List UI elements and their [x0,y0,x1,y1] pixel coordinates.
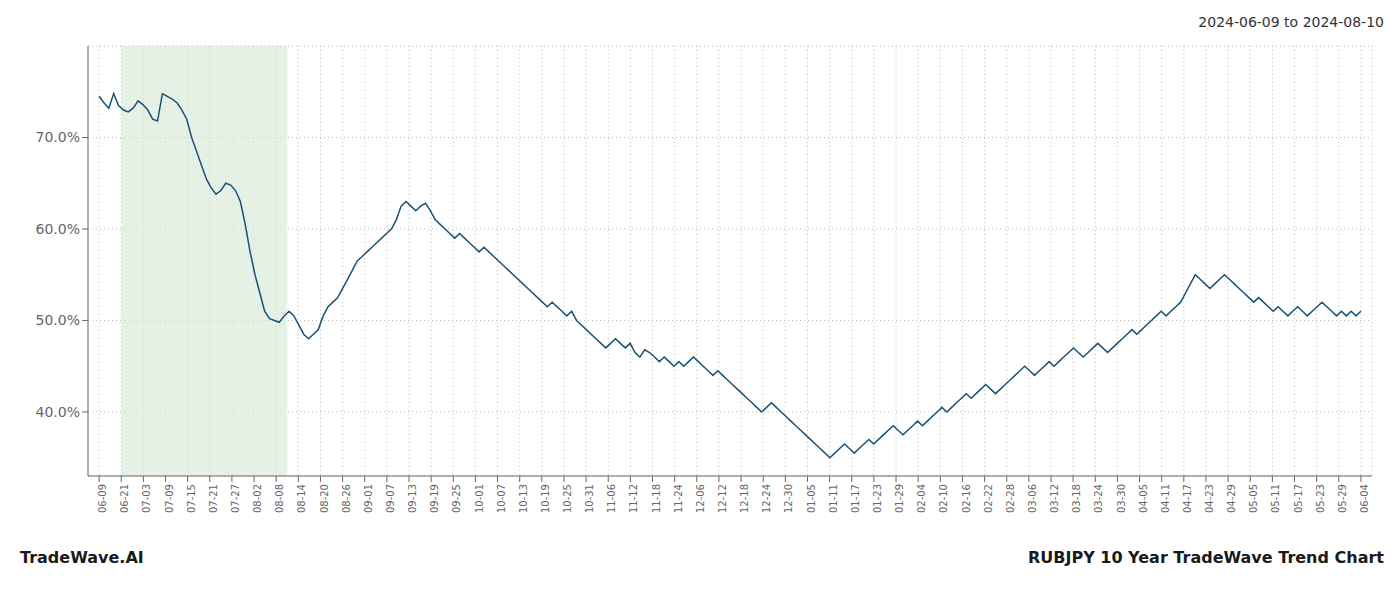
html-text:TradeWave.AI: TradeWave.AI [20,548,144,567]
svg-text:11-06: 11-06 [606,484,617,513]
svg-text:08-02: 08-02 [252,484,263,513]
svg-text:01-11: 01-11 [828,484,839,513]
svg-text:01-29: 01-29 [894,484,905,513]
svg-text:10-13: 10-13 [518,484,529,513]
svg-text:07-09: 07-09 [164,484,175,513]
svg-text:08-08: 08-08 [274,484,285,513]
svg-text:09-01: 09-01 [363,484,374,513]
svg-text:05-23: 05-23 [1315,484,1326,513]
svg-text:05-29: 05-29 [1337,484,1348,513]
svg-text:03-24: 03-24 [1093,484,1104,513]
svg-text:60.0%: 60.0% [36,221,80,237]
svg-text:09-13: 09-13 [407,484,418,513]
svg-text:09-25: 09-25 [451,484,462,513]
svg-text:03-30: 03-30 [1116,484,1127,513]
svg-text:01-23: 01-23 [872,484,883,513]
svg-text:04-29: 04-29 [1226,484,1237,513]
svg-text:12-18: 12-18 [739,484,750,513]
svg-text:12-24: 12-24 [761,484,772,513]
html-text:2024-06-09 to 2024-08-10: 2024-06-09 to 2024-08-10 [1198,14,1384,30]
svg-text:10-07: 10-07 [496,484,507,513]
svg-text:50.0%: 50.0% [36,312,80,328]
svg-text:02-22: 02-22 [983,484,994,513]
svg-text:12-30: 12-30 [783,484,794,513]
svg-text:09-07: 09-07 [385,484,396,513]
svg-text:04-23: 04-23 [1204,484,1215,513]
svg-text:05-17: 05-17 [1293,484,1304,513]
svg-text:04-11: 04-11 [1160,484,1171,513]
svg-text:08-20: 08-20 [319,484,330,513]
svg-text:12-06: 12-06 [695,484,706,513]
svg-text:10-31: 10-31 [584,484,595,513]
svg-text:07-15: 07-15 [186,484,197,513]
svg-text:03-06: 03-06 [1027,484,1038,513]
svg-text:03-12: 03-12 [1049,484,1060,513]
svg-text:02-10: 02-10 [938,484,949,513]
svg-text:02-16: 02-16 [961,484,972,513]
svg-text:04-17: 04-17 [1182,484,1193,513]
svg-text:08-14: 08-14 [296,484,307,513]
svg-text:05-11: 05-11 [1270,484,1281,513]
svg-text:07-27: 07-27 [230,484,241,513]
svg-text:07-21: 07-21 [208,484,219,513]
svg-text:01-17: 01-17 [850,484,861,513]
svg-text:10-25: 10-25 [562,484,573,513]
svg-text:02-04: 02-04 [916,484,927,513]
svg-text:01-05: 01-05 [806,484,817,513]
svg-text:10-01: 10-01 [474,484,485,513]
svg-text:10-19: 10-19 [540,484,551,513]
svg-text:40.0%: 40.0% [36,404,80,420]
svg-text:08-26: 08-26 [341,484,352,513]
svg-text:06-21: 06-21 [119,484,130,513]
svg-text:02-28: 02-28 [1005,484,1016,513]
svg-text:11-12: 11-12 [628,484,639,513]
svg-text:06-09: 06-09 [97,484,108,513]
svg-text:05-05: 05-05 [1248,484,1259,513]
html-text:RUBJPY 10 Year TradeWave Trend: RUBJPY 10 Year TradeWave Trend Chart [1027,548,1384,567]
svg-text:11-24: 11-24 [673,484,684,513]
svg-text:04-05: 04-05 [1138,484,1149,513]
svg-text:11-18: 11-18 [651,484,662,513]
svg-text:07-03: 07-03 [141,484,152,513]
svg-text:70.0%: 70.0% [36,129,80,145]
svg-text:09-19: 09-19 [429,484,440,513]
svg-text:06-04: 06-04 [1359,484,1370,513]
svg-text:03-18: 03-18 [1071,484,1082,513]
svg-text:12-12: 12-12 [717,484,728,513]
